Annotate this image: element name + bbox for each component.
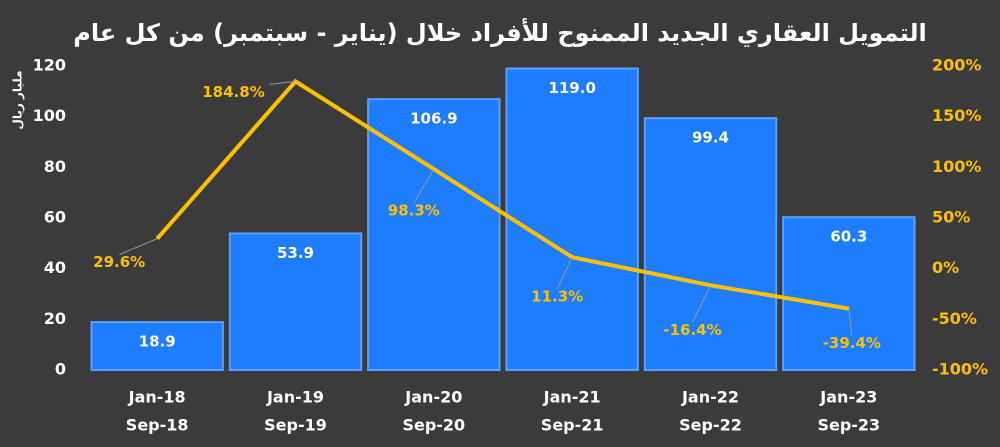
- y-tick-label: 80: [44, 157, 66, 176]
- bar-value-label: 106.9: [410, 110, 457, 128]
- leader-line: [118, 238, 158, 256]
- line-value-label: 29.6%: [93, 253, 145, 271]
- y-tick-label: 120: [33, 56, 66, 75]
- bar: [782, 216, 916, 371]
- x-tick-label: Jan-19: [266, 388, 324, 407]
- line-value-label: 184.8%: [202, 83, 264, 101]
- y-tick-label: 40: [44, 258, 66, 277]
- x-tick-label: Sep-18: [126, 416, 189, 435]
- leader-line: [692, 285, 711, 323]
- x-tick-label: Jan-20: [404, 388, 462, 407]
- bar-value-label: 18.9: [139, 333, 176, 351]
- x-tick-label: Sep-21: [541, 416, 604, 435]
- y2-tick-label: 200%: [932, 56, 981, 75]
- y2-tick-label: 50%: [932, 208, 970, 227]
- x-tick-label: Jan-23: [819, 388, 877, 407]
- y2-tick-label: -50%: [932, 309, 977, 328]
- y2-tick-label: -100%: [932, 360, 988, 379]
- chart-title: التمويل العقاري الجديد الممنوح للأفراد خ…: [73, 18, 927, 47]
- y-axis-label: مليار ريال: [11, 70, 25, 129]
- y-tick-label: 60: [44, 208, 66, 227]
- bar: [228, 232, 363, 371]
- y2-tick-label: 100%: [932, 157, 981, 176]
- leader-line: [269, 80, 296, 85]
- leader-line: [848, 308, 853, 336]
- bar-value-label: 60.3: [830, 228, 867, 246]
- bar-value-label: 53.9: [277, 244, 314, 262]
- line-value-label: 11.3%: [531, 288, 583, 306]
- bar: [367, 98, 501, 371]
- bar: [643, 117, 778, 372]
- leader-line: [556, 257, 573, 290]
- leader-line: [413, 168, 435, 204]
- x-tick-label: Sep-23: [817, 416, 880, 435]
- bar-value-label: 99.4: [692, 129, 729, 147]
- bar-value-label: 119.0: [548, 79, 595, 97]
- y-tick-label: 20: [44, 309, 66, 328]
- bar: [90, 321, 224, 371]
- x-tick-label: Sep-22: [679, 416, 742, 435]
- x-tick-label: Sep-20: [402, 416, 465, 435]
- y2-tick-label: 150%: [932, 106, 981, 125]
- x-tick-label: Jan-18: [128, 388, 186, 407]
- line: [155, 78, 850, 311]
- line-value-label: -16.4%: [663, 321, 721, 339]
- y2-tick-label: 0%: [932, 258, 959, 277]
- x-tick-label: Sep-19: [264, 416, 327, 435]
- line-value-label: -39.4%: [823, 334, 881, 352]
- x-tick-label: Jan-21: [543, 388, 601, 407]
- y-tick-label: 0: [55, 360, 66, 379]
- y-tick-label: 100: [33, 106, 66, 125]
- line-value-label: 98.3%: [388, 202, 440, 220]
- x-tick-label: Jan-22: [681, 388, 739, 407]
- bar: [505, 67, 639, 372]
